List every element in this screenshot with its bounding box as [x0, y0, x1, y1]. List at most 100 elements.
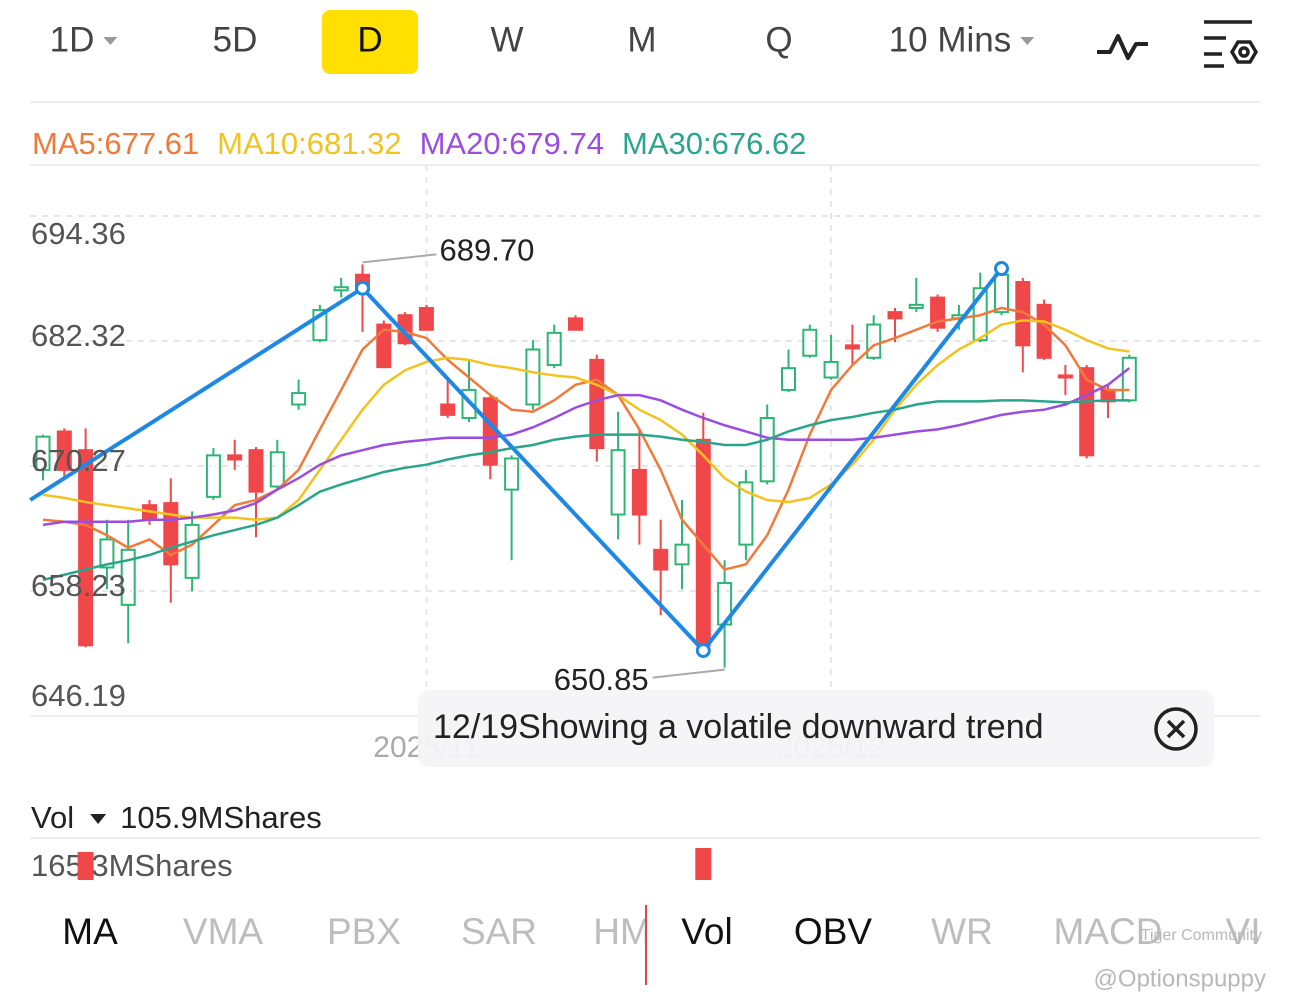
volume-bar [77, 851, 94, 880]
candle-body [418, 306, 434, 331]
trend-point[interactable] [355, 280, 370, 296]
indicator-tab[interactable]: WR [931, 911, 993, 952]
ma-line [42, 367, 1131, 527]
candle-body [887, 311, 903, 320]
watermark: @Optionspuppy [1094, 965, 1266, 992]
timeframe-tab[interactable]: 1D [50, 20, 95, 59]
timeframe-tab[interactable]: M [627, 20, 656, 59]
tooltip-close[interactable] [1154, 707, 1198, 751]
annotation-leader [362, 253, 437, 264]
candle-body [248, 449, 264, 493]
candle-body [738, 481, 754, 546]
candle-body [844, 344, 860, 350]
indicator-tab[interactable]: HM [593, 911, 651, 952]
candle-body [1079, 367, 1095, 457]
legend-entry: MA10:681.32 [217, 126, 401, 161]
candle-body [802, 328, 818, 357]
candle-body [461, 388, 477, 419]
tooltip-box [418, 690, 1214, 767]
indicator-tab[interactable]: Vol [681, 911, 732, 952]
watermark: Tiger Community [1141, 927, 1262, 944]
candle-body [1057, 374, 1073, 379]
candle-body [184, 523, 200, 579]
candle-body [781, 367, 796, 391]
y-tick-label: 694.36 [31, 216, 126, 251]
candle-body [631, 468, 647, 516]
candle-body [312, 309, 328, 342]
dropdown-caret[interactable] [1020, 37, 1035, 45]
candle-body [78, 449, 94, 647]
indicator-tab[interactable]: MA [62, 911, 118, 952]
candle-body [568, 317, 583, 331]
candle-body [866, 323, 882, 359]
candle-body [610, 449, 626, 516]
timeframe-tab[interactable]: 10 Mins [889, 20, 1012, 59]
volume-name[interactable]: Vol [31, 800, 74, 835]
trend-line [29, 267, 1004, 654]
ma-line [42, 306, 1130, 571]
candle-body [674, 543, 690, 566]
candle-body [823, 360, 839, 379]
indicator-tab[interactable]: OBV [794, 911, 872, 952]
indicator-tabs: MA VMA PBX SAR HM Vol OBV WR MACD VI [62, 911, 1260, 952]
candle-body [695, 438, 711, 647]
candle-body [269, 451, 285, 488]
candle-body [291, 392, 307, 406]
candle-body [759, 416, 775, 483]
volume-bar [695, 848, 712, 880]
indicator-tab[interactable]: VI [1226, 911, 1261, 952]
settings-icon[interactable] [1204, 20, 1259, 68]
dropdown-caret[interactable] [90, 814, 107, 824]
indicator-tab[interactable]: PBX [327, 911, 401, 952]
timeframe-tab[interactable]: Q [765, 20, 792, 59]
legend-entry: MA5:677.61 [32, 126, 199, 161]
volume-max: 165.3MShares [31, 848, 233, 883]
ma-line [42, 399, 1130, 582]
legend-entry: MA30:676.62 [622, 126, 806, 161]
timeframe-tab[interactable]: W [490, 20, 523, 59]
tooltip-text: 12/19Showing a volatile downward trend [433, 708, 1044, 746]
candle-body [440, 403, 456, 416]
y-tick-label: 658.23 [31, 568, 126, 603]
active-tab-bg [322, 10, 418, 74]
volume-current: 105.9MShares [120, 800, 322, 835]
y-tick-label: 682.32 [31, 318, 126, 353]
legend-entry: MA20:679.74 [420, 126, 604, 161]
y-tick-label: 646.19 [31, 678, 126, 713]
trend-point[interactable] [994, 261, 1009, 277]
candle-body [205, 454, 221, 498]
candle-body [333, 286, 349, 292]
candle-body [227, 454, 243, 461]
trend-point[interactable] [695, 643, 711, 659]
dropdown-caret[interactable] [103, 37, 118, 45]
candle-body [35, 435, 51, 471]
candle-body [994, 273, 1009, 314]
volume-bars [77, 848, 712, 880]
chart: 2025/112025/12MA5:677.61MA10:681.32MA20:… [29, 126, 1260, 764]
candle-body [99, 538, 115, 569]
timeframe-tabs: 1D 5D D W M Q 10 Mins [50, 10, 1035, 74]
candle-body [56, 430, 72, 471]
candle-body [1036, 303, 1052, 359]
y-tick-label: 670.27 [31, 443, 126, 478]
ma-line [42, 319, 1130, 521]
indicator-tab[interactable]: VMA [183, 911, 264, 952]
timeframe-tab[interactable]: 5D [213, 20, 258, 59]
candle-body [525, 348, 541, 406]
annotation-leader [652, 668, 725, 679]
candle-body [908, 303, 924, 309]
indicator-tab[interactable]: MACD [1054, 911, 1163, 952]
timeframe-tab[interactable]: D [357, 20, 382, 59]
candle-body [376, 323, 392, 369]
volume-panel: Vol 105.9MShares 165.3MShares [31, 800, 712, 883]
candle-body [1121, 356, 1137, 402]
annotation-label: 689.70 [440, 233, 535, 268]
indicator-icon[interactable] [1097, 34, 1148, 60]
candle-body [120, 548, 136, 606]
candle-body [546, 331, 562, 367]
candle-body [504, 457, 520, 491]
candle-body [653, 548, 669, 571]
indicator-tab[interactable]: SAR [461, 911, 537, 952]
candle-body [1015, 281, 1031, 347]
